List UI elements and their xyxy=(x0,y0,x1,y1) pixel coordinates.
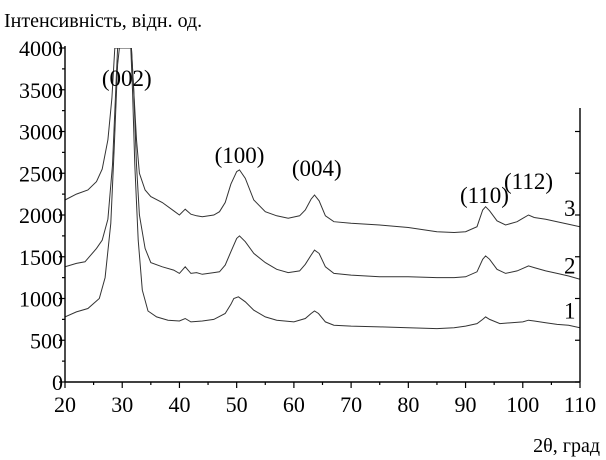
series-layer xyxy=(65,48,580,330)
y-tick-label: 0 xyxy=(52,370,63,395)
x-tick-label: 50 xyxy=(226,392,248,417)
curve-label-1: 1 xyxy=(564,299,576,324)
y-tick-label: 3500 xyxy=(19,78,63,103)
y-axis-title: Інтенсивність, відн. од. xyxy=(4,10,202,32)
x-tick-label: 20 xyxy=(54,392,76,417)
x-tick-label: 80 xyxy=(397,392,419,417)
y-tick-label: 2000 xyxy=(19,203,63,228)
peak-label: (110) xyxy=(460,183,509,208)
peak-label: (004) xyxy=(292,156,342,181)
peak-label: (112) xyxy=(504,169,553,194)
axes-layer: 0 500 1000 1500 2000 2500 3000 3500 4000 20 30 40 50… xyxy=(19,36,596,417)
y-tick-label: 2500 xyxy=(19,161,63,186)
curve-label-2: 2 xyxy=(564,253,576,278)
series-line-1 xyxy=(65,48,580,330)
series-line-3 xyxy=(65,48,580,234)
x-tick-label: 30 xyxy=(111,392,133,417)
y-tick-label: 1000 xyxy=(19,287,63,312)
y-tick-label: 1500 xyxy=(19,245,63,270)
x-tick-label: 70 xyxy=(340,392,362,417)
peak-label: (002) xyxy=(102,66,152,91)
x-tick-label: 60 xyxy=(283,392,305,417)
labels-layer: (002) (100) (004) (110)(112) 1 2 3 xyxy=(102,66,576,324)
x-axis-title: 2θ, град xyxy=(533,435,600,457)
y-tick-label: 3000 xyxy=(19,120,63,145)
curve-label-3: 3 xyxy=(564,196,576,221)
y-tick-label: 500 xyxy=(30,328,63,353)
series-line-2 xyxy=(65,48,580,280)
x-tick-label: 110 xyxy=(564,392,596,417)
y-tick-label: 4000 xyxy=(19,36,63,61)
x-tick-label: 100 xyxy=(506,392,539,417)
x-tick-label: 90 xyxy=(455,392,477,417)
peak-label: (100) xyxy=(215,143,265,168)
x-tick-label: 40 xyxy=(168,392,190,417)
